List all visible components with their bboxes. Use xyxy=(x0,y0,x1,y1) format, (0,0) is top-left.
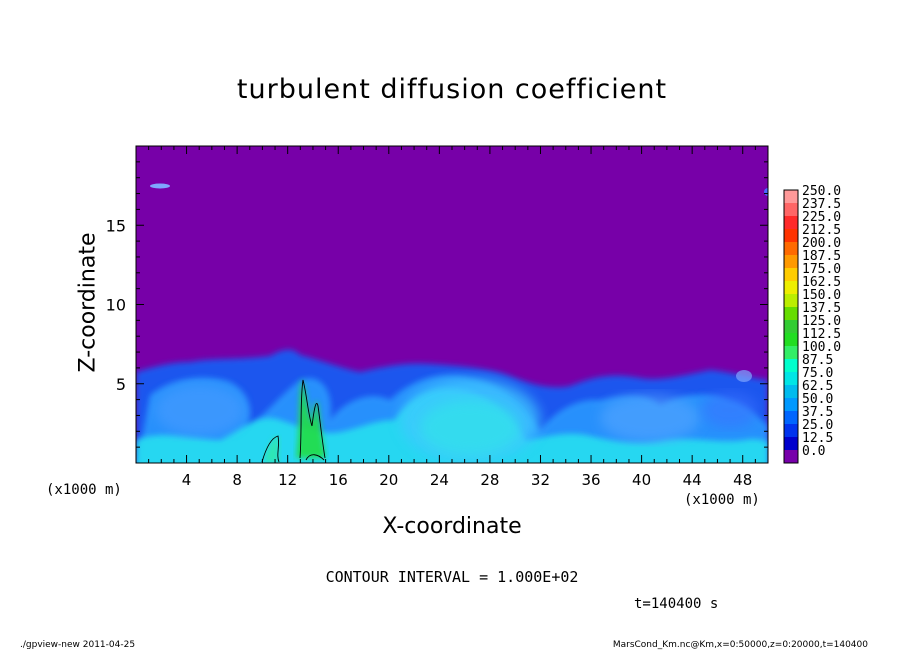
colorbar-label: 12.5 xyxy=(802,431,833,446)
x-tick-label: 12 xyxy=(278,471,297,489)
y-axis: 5 10 15 xyxy=(106,161,768,448)
colorbar-swatch xyxy=(784,411,798,425)
colorbar-label: 125.0 xyxy=(802,314,841,329)
colorbar-label: 62.5 xyxy=(802,379,833,394)
colorbar-label: 112.5 xyxy=(802,327,841,342)
x-tick-label: 16 xyxy=(329,471,348,489)
x-tick-label: 36 xyxy=(581,471,600,489)
colorbar-label: 100.0 xyxy=(802,340,841,355)
colorbar-swatch xyxy=(784,268,798,282)
colorbar-label: 50.0 xyxy=(802,392,833,407)
time-stamp: t=140400 s xyxy=(634,596,719,612)
colorbar-swatch xyxy=(784,294,798,308)
x-axis: 4 8 12 16 20 24 28 32 36 40 44 48 xyxy=(148,146,756,489)
upper-wisp xyxy=(150,183,170,189)
colorbar-label: 37.5 xyxy=(802,405,833,420)
plume-green xyxy=(296,378,326,458)
contour-interval-note: CONTOUR INTERVAL = 1.000E+02 xyxy=(325,568,579,586)
y-axis-unit: (x1000 m) xyxy=(46,482,122,498)
x-tick-label: 44 xyxy=(683,471,702,489)
colorbar-swatch xyxy=(784,437,798,451)
colorbar-swatch xyxy=(784,385,798,399)
turbulence-field xyxy=(136,183,768,463)
footer-right: MarsCond_Km.nc@Km,x=0:50000,z=0:20000,t=… xyxy=(612,640,868,650)
colorbar-label: 237.5 xyxy=(802,197,841,212)
x-tick-label: 48 xyxy=(733,471,752,489)
y-tick-label: 5 xyxy=(116,375,126,394)
colorbar-label: 175.0 xyxy=(802,262,841,277)
x-axis-label: X-coordinate xyxy=(382,514,522,539)
colorbar-swatch xyxy=(784,320,798,334)
colorbar-swatch xyxy=(784,255,798,269)
colorbar-label: 162.5 xyxy=(802,275,841,290)
colorbar-swatch xyxy=(784,307,798,321)
colorbar-swatch xyxy=(784,333,798,347)
colorbar-swatch xyxy=(784,398,798,412)
x-tick-label: 8 xyxy=(232,471,242,489)
colorbar-label: 137.5 xyxy=(802,301,841,316)
chart-title: turbulent diffusion coefficient xyxy=(236,74,668,105)
colorbar-label: 212.5 xyxy=(802,223,841,238)
x-axis-unit: (x1000 m) xyxy=(684,492,760,508)
x-tick-label: 32 xyxy=(531,471,550,489)
colorbar-swatch xyxy=(784,424,798,438)
contour-line-100 xyxy=(299,379,326,459)
colorbar-label: 150.0 xyxy=(802,288,841,303)
colorbar-swatch xyxy=(784,450,798,464)
y-axis-label: Z-coordinate xyxy=(75,232,101,373)
colorbar-swatch xyxy=(784,359,798,373)
colorbar-swatch xyxy=(784,229,798,243)
colorbar-swatch xyxy=(784,372,798,386)
colorbar-swatch xyxy=(784,190,798,204)
y-tick-label: 10 xyxy=(106,296,126,315)
colorbar-label: 0.0 xyxy=(802,444,825,459)
colorbar-swatch xyxy=(784,203,798,217)
y-tick-label: 15 xyxy=(106,216,126,235)
colorbar-label: 75.0 xyxy=(802,366,833,381)
colorbar-label: 187.5 xyxy=(802,249,841,264)
colorbar-swatch xyxy=(784,346,798,360)
x-tick-label: 40 xyxy=(632,471,651,489)
colorbar-swatch xyxy=(784,242,798,256)
footer-left: ./gpview-new 2011-04-25 xyxy=(20,640,136,650)
x-tick-label: 24 xyxy=(430,471,449,489)
colorbar: 250.0237.5225.0212.5200.0187.5175.0162.5… xyxy=(783,184,841,464)
x-tick-label: 28 xyxy=(480,471,499,489)
colorbar-swatch xyxy=(784,281,798,295)
x-tick-label: 4 xyxy=(182,471,192,489)
colorbar-label: 200.0 xyxy=(802,236,841,251)
colorbar-label: 25.0 xyxy=(802,418,833,433)
colorbar-label: 250.0 xyxy=(802,184,841,199)
colorbar-frame xyxy=(783,189,799,464)
colorbar-label: 225.0 xyxy=(802,210,841,225)
colorbar-swatch xyxy=(784,216,798,230)
colorbar-label: 87.5 xyxy=(802,353,833,368)
x-tick-label: 20 xyxy=(379,471,398,489)
